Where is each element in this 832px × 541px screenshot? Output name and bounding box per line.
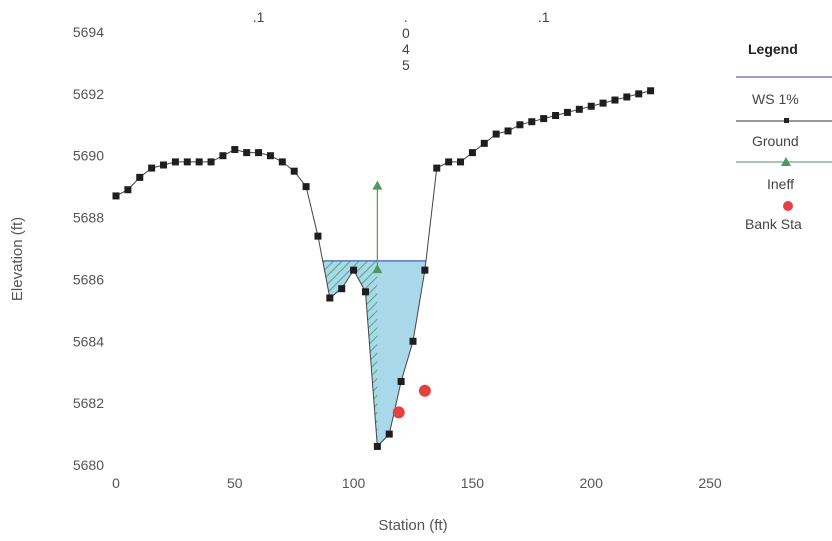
ground-point [255,149,263,157]
legend-item-ineff: Ineff [767,176,794,192]
ground-point [148,164,156,172]
ineffective-hatch-area [317,236,378,447]
ground-point [314,232,322,240]
legend-item-ground: Ground [752,133,799,149]
ground-point [136,173,144,181]
ground-point [302,183,310,191]
ground-point [385,430,393,438]
ground-point [611,96,619,104]
ground-point [587,102,595,110]
x-tick-label: 200 [580,475,604,491]
y-axis-ticks: 5680 5682 5684 5686 5688 5690 5692 5694 [73,24,104,473]
ground-point [409,337,417,345]
ground-point [171,158,179,166]
legend-item-bank: Bank Sta [745,216,802,232]
x-axis-label: Station (ft) [378,517,447,534]
n-value-label: .1 [538,9,550,25]
ground-point [124,186,132,194]
x-tick-label: 50 [227,475,243,491]
bank-station-point [392,406,405,419]
x-axis-ticks: 0 50 100 150 200 250 [112,475,722,491]
y-tick-label: 5684 [73,333,104,349]
x-tick-label: 0 [112,475,120,491]
y-axis-label: Elevation (ft) [9,217,26,301]
n-value-labels: .1.045 .1 [253,9,550,73]
ground-point [492,130,500,138]
ground-point [195,158,203,166]
ground-point [457,158,465,166]
ground-point [160,161,168,169]
bank-station-point [418,384,431,397]
ground-point [278,158,286,166]
y-tick-label: 5694 [73,24,104,40]
legend-ground-marker [784,118,789,123]
legend-item-ws: WS 1% [752,91,799,107]
ineffective-triangle [372,180,383,190]
y-tick-label: 5690 [73,148,104,164]
ground-point [647,87,655,95]
n-value-label: . [404,9,408,25]
y-tick-label: 5680 [73,457,104,473]
ground-point [266,152,274,160]
ineffective-hatch [317,236,378,447]
ground-series [112,87,655,450]
legend: Legend WS 1% Ground Ineff Bank Sta [736,41,832,232]
ground-point [516,121,524,129]
ground-point [219,152,227,160]
ground-point [445,158,453,166]
ground-point [563,108,571,116]
ground-point [540,115,548,123]
y-tick-label: 5692 [73,86,104,102]
ground-point [243,149,251,157]
ground-point [575,105,583,113]
ground-point [504,127,512,135]
ground-point [421,266,429,274]
ground-point [397,377,405,385]
y-tick-label: 5682 [73,395,104,411]
n-value-label: 4 [402,41,410,57]
ground-point [112,192,120,200]
ground-point [599,99,607,107]
ground-point [552,112,560,120]
x-tick-label: 150 [461,475,485,491]
x-tick-label: 250 [698,475,722,491]
legend-ineff-triangle [781,157,791,166]
ineffective-triangle [372,264,383,274]
ground-point [350,266,358,274]
y-tick-label: 5688 [73,210,104,226]
legend-title: Legend [748,41,798,57]
ground-point [231,146,239,154]
ground-point [433,164,441,172]
ground-point [468,149,476,157]
ground-point [207,158,215,166]
legend-bank-marker [783,201,793,211]
ground-point [373,442,381,450]
ground-line [115,90,651,448]
n-value-label: 5 [402,57,410,73]
ground-point [361,288,369,296]
ineffective-flow-marker [372,180,383,274]
bank-stations [392,384,431,419]
ground-point [326,294,334,302]
n-value-label: .1 [253,9,265,25]
ground-point [338,285,346,293]
y-tick-label: 5686 [73,271,104,287]
ground-point [183,158,191,166]
x-tick-label: 100 [342,475,366,491]
n-value-label: 0 [402,25,410,41]
ground-point [528,118,536,126]
ground-point [480,139,488,147]
ground-point [635,90,643,98]
ground-point [290,167,298,175]
ground-point [623,93,631,101]
